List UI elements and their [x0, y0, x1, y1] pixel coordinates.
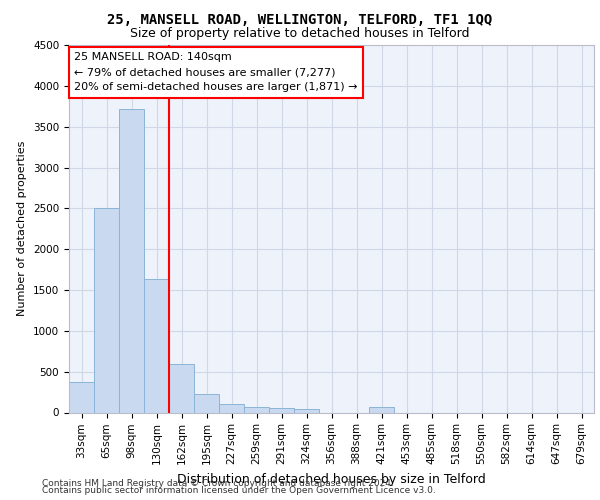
Text: Contains public sector information licensed under the Open Government Licence v3: Contains public sector information licen…	[42, 486, 436, 495]
Bar	[94, 208, 119, 412]
Bar	[169, 364, 194, 412]
Bar	[269, 408, 294, 412]
Y-axis label: Number of detached properties: Number of detached properties	[17, 141, 28, 316]
Bar	[369, 407, 394, 412]
Bar	[219, 404, 244, 412]
Bar	[294, 409, 319, 412]
Bar	[119, 108, 144, 412]
Bar	[69, 382, 94, 412]
Bar	[194, 394, 219, 412]
Text: 25 MANSELL ROAD: 140sqm
← 79% of detached houses are smaller (7,277)
20% of semi: 25 MANSELL ROAD: 140sqm ← 79% of detache…	[74, 52, 358, 92]
Bar	[244, 407, 269, 412]
X-axis label: Distribution of detached houses by size in Telford: Distribution of detached houses by size …	[177, 472, 486, 486]
Text: Size of property relative to detached houses in Telford: Size of property relative to detached ho…	[130, 28, 470, 40]
Text: Contains HM Land Registry data © Crown copyright and database right 2024.: Contains HM Land Registry data © Crown c…	[42, 478, 394, 488]
Bar	[144, 280, 169, 412]
Text: 25, MANSELL ROAD, WELLINGTON, TELFORD, TF1 1QQ: 25, MANSELL ROAD, WELLINGTON, TELFORD, T…	[107, 12, 493, 26]
